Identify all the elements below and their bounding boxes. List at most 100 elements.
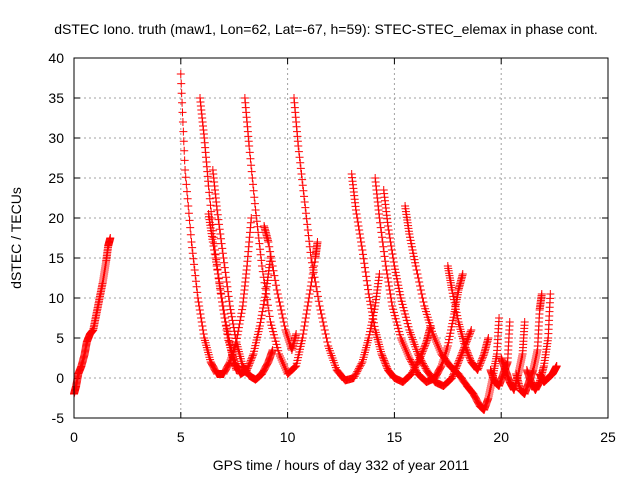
data-point — [407, 357, 416, 366]
y-tick-label: 25 — [48, 170, 64, 186]
data-point — [452, 308, 461, 317]
data-point — [219, 306, 228, 314]
data-point — [250, 193, 259, 202]
data-point — [299, 186, 308, 195]
data-point — [271, 337, 280, 346]
data-point — [357, 238, 366, 246]
data-point — [389, 258, 398, 266]
data-point — [378, 233, 387, 242]
data-point — [213, 206, 222, 214]
data-point — [300, 192, 309, 201]
data-point — [448, 286, 457, 294]
data-point — [217, 239, 226, 248]
data-point — [194, 298, 203, 306]
data-point — [216, 286, 225, 294]
data-point — [385, 230, 394, 238]
data-point — [270, 271, 279, 280]
data-point — [407, 239, 416, 248]
data-point — [355, 230, 364, 238]
data-point — [415, 353, 424, 362]
data-point — [413, 270, 422, 278]
data-point — [411, 258, 420, 267]
data-point — [211, 254, 220, 262]
data-point — [442, 346, 451, 354]
data-point — [383, 270, 392, 278]
x-tick-label: 10 — [280, 429, 296, 445]
data-point — [248, 353, 257, 362]
data-point — [465, 353, 474, 362]
data-point — [403, 350, 412, 358]
data-point — [443, 342, 452, 350]
data-point — [312, 282, 321, 291]
data-point — [380, 358, 389, 366]
plot-points — [70, 70, 561, 414]
data-point — [463, 348, 472, 357]
data-point — [221, 268, 230, 277]
data-point — [281, 364, 290, 372]
data-point — [220, 263, 229, 272]
series-11 — [379, 186, 476, 390]
data-point — [221, 318, 230, 326]
data-point — [382, 266, 391, 274]
data-point — [303, 306, 312, 314]
data-point — [314, 297, 323, 306]
data-point — [224, 292, 233, 301]
data-point — [318, 314, 327, 322]
data-point — [244, 361, 253, 370]
data-point — [272, 340, 281, 349]
data-point — [226, 340, 235, 349]
data-point — [404, 352, 413, 360]
data-point — [269, 327, 278, 336]
data-point — [395, 287, 404, 296]
data-point — [354, 364, 363, 373]
data-point — [223, 282, 232, 291]
data-point — [216, 234, 225, 243]
data-point — [464, 351, 473, 360]
data-point — [349, 374, 358, 382]
data-point — [398, 338, 407, 346]
data-point — [410, 363, 419, 372]
data-point — [229, 323, 238, 332]
data-point — [227, 312, 236, 321]
data-point — [428, 330, 437, 338]
data-point — [274, 346, 283, 355]
data-point — [306, 282, 315, 290]
data-point — [303, 220, 312, 229]
data-point — [186, 230, 195, 239]
data-point — [259, 300, 268, 309]
series-2 — [176, 70, 256, 378]
series-12 — [401, 202, 504, 414]
x-tick-label: 20 — [493, 429, 509, 445]
data-point — [248, 180, 257, 189]
data-point — [182, 187, 191, 196]
data-point — [277, 306, 286, 314]
data-point — [301, 209, 310, 218]
data-point — [215, 220, 224, 229]
data-point — [193, 294, 202, 302]
data-point — [353, 214, 362, 222]
data-point — [350, 372, 359, 381]
data-point — [298, 334, 307, 342]
data-point — [420, 362, 429, 371]
data-point — [268, 324, 277, 333]
data-point — [366, 300, 375, 309]
data-point — [185, 216, 194, 225]
data-point — [215, 278, 224, 286]
data-point — [208, 238, 217, 246]
data-point — [177, 79, 186, 88]
data-point — [224, 287, 233, 296]
data-point — [451, 305, 460, 314]
data-point — [419, 346, 428, 354]
data-point — [300, 322, 309, 330]
data-point — [266, 247, 275, 256]
data-point — [377, 350, 386, 358]
data-point — [362, 276, 371, 285]
data-point — [365, 293, 374, 302]
y-axis-label: dSTEC / TECUs — [8, 187, 24, 289]
data-point — [474, 364, 483, 373]
data-point — [461, 343, 470, 352]
data-point — [245, 142, 254, 150]
data-point — [319, 318, 328, 326]
data-point — [245, 359, 254, 368]
data-point — [359, 254, 368, 263]
